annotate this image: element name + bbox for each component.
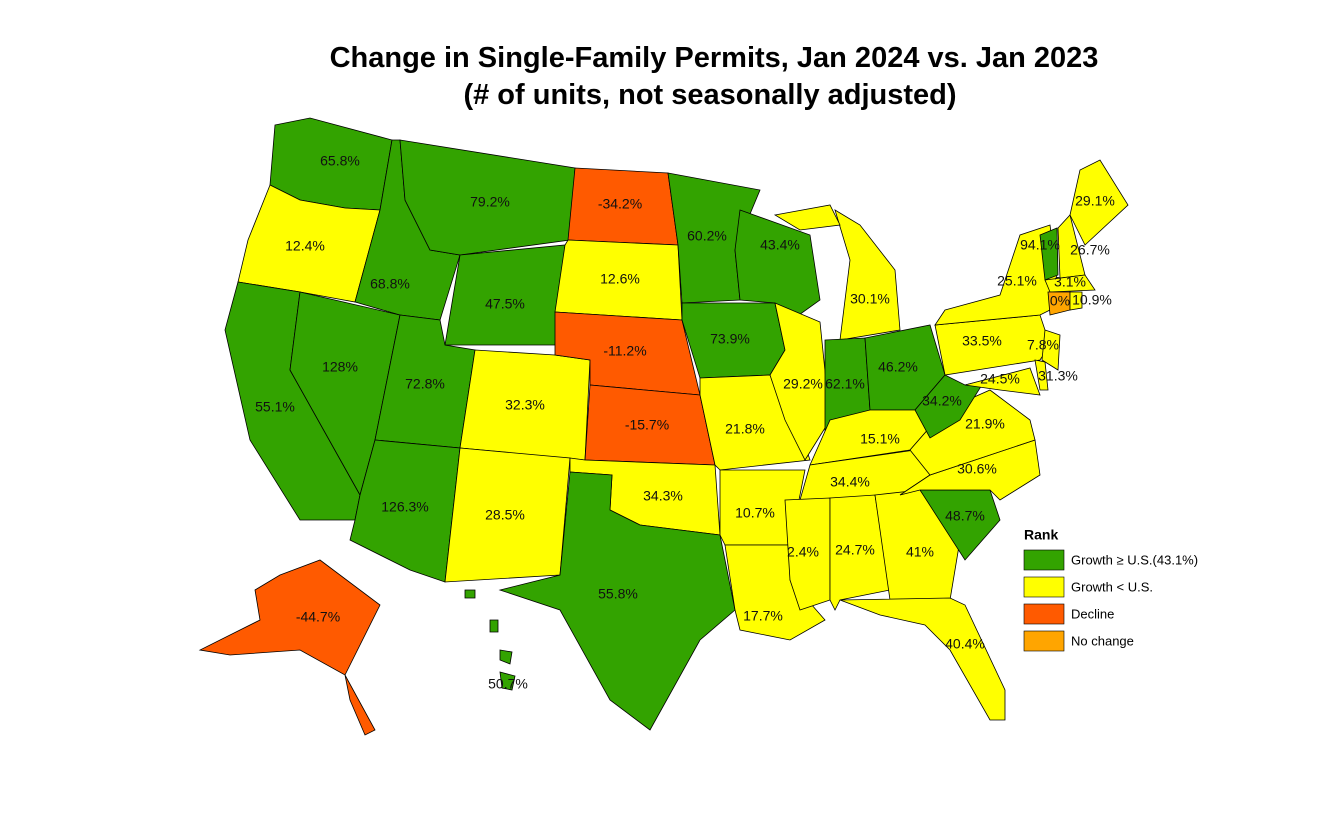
state-label: 55.1%	[255, 399, 295, 415]
state-label: 12.6%	[600, 271, 640, 287]
state-label: 34.2%	[922, 393, 962, 409]
state	[498, 471, 736, 731]
state-label: 32.3%	[505, 397, 545, 413]
legend-label: No change	[1071, 633, 1134, 648]
state	[839, 597, 1006, 721]
state-label: 50.7%	[488, 676, 528, 692]
state-label: -11.2%	[603, 343, 646, 359]
state-label: 3.1%	[1054, 274, 1086, 290]
legend: Rank Growth ≥ U.S.(43.1%) Growth < U.S. De…	[1023, 527, 1198, 652]
state-label: 26.7%	[1070, 242, 1110, 258]
state-label: 34.4%	[830, 474, 870, 490]
state-label: 33.5%	[962, 333, 1002, 349]
state-label: 34.3%	[643, 488, 683, 504]
state	[344, 674, 376, 736]
legend-label: Decline	[1071, 606, 1114, 621]
state	[489, 619, 499, 633]
state-label: 25.1%	[997, 273, 1037, 289]
states	[198, 117, 1129, 736]
legend-label: Growth ≥ U.S.(43.1%)	[1071, 552, 1198, 567]
state-label: 55.8%	[598, 586, 638, 602]
state-label: 21.8%	[725, 421, 765, 437]
state	[784, 497, 831, 611]
state-label: 41%	[906, 544, 934, 560]
state-label: 72.8%	[405, 376, 445, 392]
state-label: -15.7%	[625, 417, 669, 433]
legend-swatch	[1023, 630, 1065, 652]
state-label: 29.2%	[783, 376, 823, 392]
state-label: 126.3%	[381, 499, 428, 515]
state-label: 60.2%	[687, 228, 727, 244]
state-label: 68.8%	[370, 276, 410, 292]
state	[899, 439, 1041, 501]
state	[1069, 291, 1083, 311]
state-label: 2.4%	[787, 544, 819, 560]
state-label: 24.5%	[980, 371, 1020, 387]
state-label: 31.3%	[1038, 368, 1078, 384]
legend-swatch	[1023, 549, 1065, 571]
state-label: 0%	[1050, 293, 1070, 309]
state-label: 29.1%	[1075, 193, 1115, 209]
state-label: 17.7%	[743, 608, 783, 624]
state-label: 10.9%	[1072, 292, 1112, 308]
legend-label: Growth < U.S.	[1071, 579, 1153, 594]
legend-swatch	[1023, 576, 1065, 598]
map-subtitle: (# of units, not seasonally adjusted)	[463, 79, 956, 111]
state-label: 128%	[322, 359, 358, 375]
state	[834, 209, 901, 341]
state-label: 10.7%	[735, 505, 775, 521]
state-label: 94.1%	[1020, 237, 1060, 253]
state	[464, 589, 476, 599]
state	[964, 367, 1041, 396]
legend-swatch	[1023, 603, 1065, 625]
state-label: 73.9%	[710, 331, 750, 347]
state-label: 24.7%	[835, 542, 875, 558]
state-label: 47.5%	[485, 296, 525, 312]
state	[198, 559, 381, 676]
state-label: -34.2%	[598, 196, 642, 212]
state-label: 43.4%	[760, 237, 800, 253]
state	[499, 649, 513, 665]
state	[1039, 227, 1059, 281]
state-label: 79.2%	[470, 194, 510, 210]
state-label: 7.8%	[1027, 337, 1059, 353]
state	[1069, 159, 1129, 246]
state-label: 48.7%	[945, 508, 985, 524]
state	[769, 302, 831, 461]
legend-title: Rank	[1024, 527, 1058, 543]
state	[459, 349, 591, 461]
state-label: 30.1%	[850, 291, 890, 307]
state-label: 21.9%	[965, 416, 1005, 432]
state	[1034, 359, 1049, 391]
state-label: 65.8%	[320, 153, 360, 169]
state-label: 46.2%	[878, 359, 918, 375]
state-label: 15.1%	[860, 431, 900, 447]
state-label: 62.1%	[825, 376, 865, 392]
state-labels: 65.8% 12.4% 55.1% 128% 68.8% 79.2% 47.5% 72.8% 1…	[255, 153, 1115, 692]
state	[499, 671, 516, 691]
state-label: 12.4%	[285, 238, 325, 254]
state-label: 30.6%	[957, 461, 997, 477]
state	[1044, 274, 1096, 293]
state	[1041, 329, 1061, 371]
state-label: -44.7%	[296, 609, 340, 625]
state-label: 28.5%	[485, 507, 525, 523]
map-title: Change in Single-Family Permits, Jan 202…	[330, 42, 1099, 74]
state	[773, 204, 841, 231]
state-label: 40.4%	[945, 636, 985, 652]
